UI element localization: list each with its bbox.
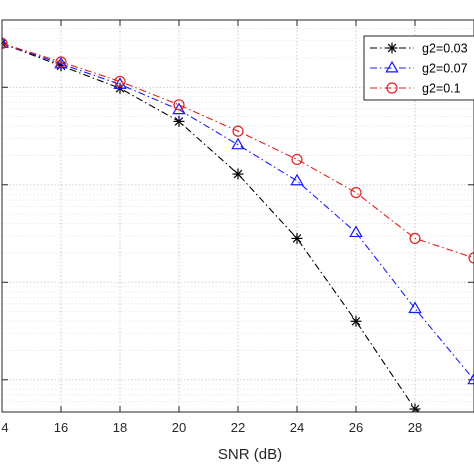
- data-point-circle: [232, 125, 244, 137]
- data-point-asterisk: [291, 232, 303, 244]
- legend-label: g2=0.1: [422, 82, 461, 96]
- legend-label: g2=0.03: [422, 42, 468, 56]
- legend-marker: [385, 60, 399, 73]
- data-point-triangle: [231, 137, 245, 150]
- data-point-triangle: [349, 225, 363, 238]
- data-point-triangle: [467, 372, 474, 385]
- legend-item: g2=0.07: [370, 60, 468, 76]
- data-point-asterisk: [173, 115, 185, 127]
- data-point-asterisk: [469, 435, 474, 446]
- x-tick-label: 24: [290, 420, 304, 435]
- data-point-triangle: [113, 77, 127, 89]
- x-tick-label: 20: [172, 420, 186, 435]
- x-axis-title: SNR (dB): [218, 446, 282, 463]
- series-g2=0.1: [2, 37, 474, 264]
- x-tick-label: 16: [54, 420, 68, 435]
- data-point-circle: [114, 75, 126, 88]
- data-point-circle: [468, 252, 474, 264]
- x-axis-ticks: 4 16 18 20 22 24 26 28: [1, 20, 422, 435]
- legend: g2=0.03 g2=0.07 g2=0.1: [363, 35, 474, 101]
- data-point-asterisk: [232, 168, 244, 180]
- data-point-asterisk: [350, 315, 362, 327]
- x-tick-label: 18: [113, 420, 127, 435]
- legend-label: g2=0.07: [422, 62, 468, 76]
- legend-marker: [386, 82, 398, 94]
- legend-box: [363, 35, 474, 101]
- series-line: [2, 42, 422, 412]
- series-line: [2, 42, 474, 259]
- series-layer: [2, 36, 474, 446]
- legend-item: g2=0.03: [370, 42, 468, 56]
- data-point-triangle: [2, 36, 9, 48]
- x-tick-label: 26: [349, 420, 363, 435]
- data-point-circle: [173, 99, 185, 111]
- data-point-circle: [409, 232, 421, 244]
- x-tick-label: 22: [231, 420, 245, 435]
- data-point-triangle: [408, 301, 422, 314]
- x-tick-label: 28: [408, 420, 422, 435]
- data-point-circle: [2, 37, 8, 49]
- series-g2=0.07: [2, 36, 474, 385]
- legend-marker: [386, 42, 398, 54]
- legend-item: g2=0.1: [370, 82, 461, 96]
- data-point-triangle: [290, 173, 304, 186]
- data-point-circle: [55, 56, 67, 68]
- data-point-circle: [291, 153, 303, 166]
- x-tick-label: 4: [1, 420, 8, 435]
- series-line: [2, 42, 474, 381]
- data-point-circle: [350, 186, 362, 199]
